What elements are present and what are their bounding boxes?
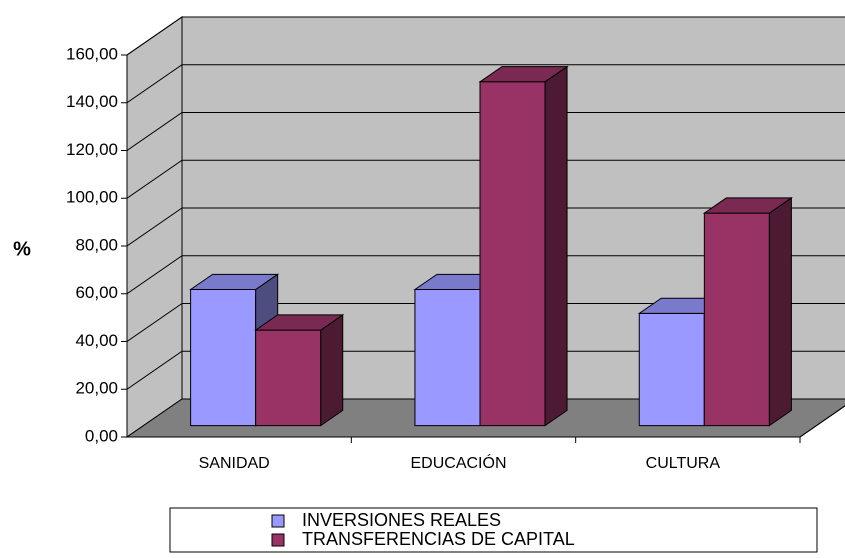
grid-line: [126, 207, 845, 247]
floor-edge: [799, 405, 845, 438]
bar-front: [638, 312, 705, 427]
grid-line: [126, 255, 845, 295]
grid-line: [126, 112, 845, 151]
grid-line: [126, 16, 845, 56]
legend-swatch: [271, 514, 285, 528]
grid-line: [126, 350, 845, 390]
bar-side: [768, 196, 792, 427]
bar-front: [414, 289, 481, 427]
y-tick-label: 20,00: [75, 379, 118, 398]
bar: [478, 65, 569, 427]
y-tick-label: 120,00: [66, 140, 118, 159]
y-tick-label: 80,00: [75, 235, 118, 254]
bar: [702, 196, 793, 427]
y-tick-label: 140,00: [66, 92, 118, 111]
y-tick-label: 40,00: [75, 331, 118, 350]
bar-front: [703, 212, 770, 427]
legend-label: INVERSIONES REALES: [302, 510, 501, 530]
y-axis-label: %: [13, 238, 31, 260]
bar-front: [479, 81, 546, 427]
x-tick-label: EDUCACIÓN: [410, 453, 506, 472]
y-tick-label: 60,00: [75, 283, 118, 302]
bar: [254, 313, 345, 427]
bar-top: [478, 66, 569, 83]
y-tick-label: 100,00: [66, 188, 118, 207]
bar-top: [254, 314, 345, 331]
y-tick-label: 160,00: [66, 44, 118, 63]
bar-side: [320, 313, 344, 427]
legend-swatch: [271, 533, 285, 547]
grid-line: [126, 303, 845, 342]
bar-top: [189, 273, 280, 291]
x-tick-label: SANIDAD: [199, 455, 270, 472]
bar-front: [190, 289, 257, 427]
bar-top: [702, 197, 793, 214]
bar-front: [255, 329, 322, 427]
bar-side: [544, 65, 568, 427]
grid-line: [126, 64, 845, 104]
legend-label: TRANSFERENCIAS DE CAPITAL: [302, 529, 575, 549]
x-tick-label: CULTURA: [646, 455, 721, 472]
grid-line: [126, 159, 845, 199]
y-tick-label: 0,00: [85, 426, 118, 445]
